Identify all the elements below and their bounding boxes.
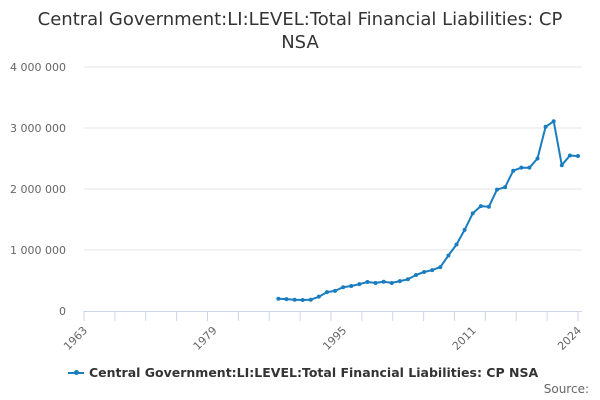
data-point bbox=[551, 119, 556, 124]
data-point bbox=[373, 280, 378, 285]
data-point bbox=[559, 163, 564, 168]
data-point bbox=[316, 294, 321, 299]
data-point bbox=[341, 285, 346, 290]
data-point bbox=[405, 277, 410, 282]
data-point bbox=[381, 279, 386, 284]
data-point bbox=[511, 168, 516, 173]
data-point bbox=[519, 165, 524, 170]
data-point bbox=[389, 280, 394, 285]
y-tick-label: 3 000 000 bbox=[10, 122, 66, 135]
data-point bbox=[308, 297, 313, 302]
y-tick-label: 2 000 000 bbox=[10, 183, 66, 196]
legend-line-icon bbox=[68, 369, 84, 375]
x-tick-label: 1995 bbox=[320, 324, 349, 353]
data-point bbox=[430, 268, 435, 273]
data-point bbox=[567, 153, 572, 158]
data-point bbox=[446, 253, 451, 258]
data-point bbox=[543, 124, 548, 129]
data-point bbox=[486, 204, 491, 209]
data-point bbox=[397, 279, 402, 284]
series-line bbox=[278, 120, 579, 301]
data-point bbox=[438, 265, 443, 270]
source-label: Source: bbox=[543, 382, 589, 396]
data-point bbox=[527, 165, 532, 170]
data-point bbox=[300, 298, 305, 303]
x-tick-label: 1963 bbox=[61, 324, 90, 353]
data-point bbox=[576, 154, 580, 159]
data-point bbox=[276, 296, 281, 301]
x-tick-label: 2011 bbox=[450, 324, 479, 353]
data-point bbox=[292, 297, 297, 302]
data-point bbox=[349, 283, 354, 288]
data-point bbox=[284, 297, 289, 302]
y-tick-label: 1 000 000 bbox=[10, 244, 66, 257]
data-point bbox=[357, 282, 362, 287]
y-tick-label: 4 000 000 bbox=[10, 61, 66, 74]
data-point bbox=[462, 227, 467, 232]
data-point bbox=[422, 269, 427, 274]
data-point bbox=[478, 204, 483, 209]
y-tick-label: 0 bbox=[59, 305, 66, 318]
data-point bbox=[495, 187, 500, 192]
data-point bbox=[535, 156, 540, 161]
data-point bbox=[414, 273, 419, 278]
chart-title: Central Government:LI:LEVEL:Total Financ… bbox=[37, 9, 563, 53]
legend-item[interactable]: Central Government:LI:LEVEL:Total Financ… bbox=[68, 365, 538, 380]
data-point bbox=[333, 288, 338, 293]
data-point bbox=[324, 290, 329, 295]
data-point bbox=[454, 242, 459, 247]
data-point bbox=[470, 211, 475, 216]
legend-label: Central Government:LI:LEVEL:Total Financ… bbox=[89, 365, 539, 380]
data-point bbox=[365, 280, 370, 285]
x-tick-label: 1979 bbox=[191, 324, 220, 353]
data-point bbox=[503, 185, 508, 190]
x-tick-label: 2024 bbox=[555, 324, 584, 353]
